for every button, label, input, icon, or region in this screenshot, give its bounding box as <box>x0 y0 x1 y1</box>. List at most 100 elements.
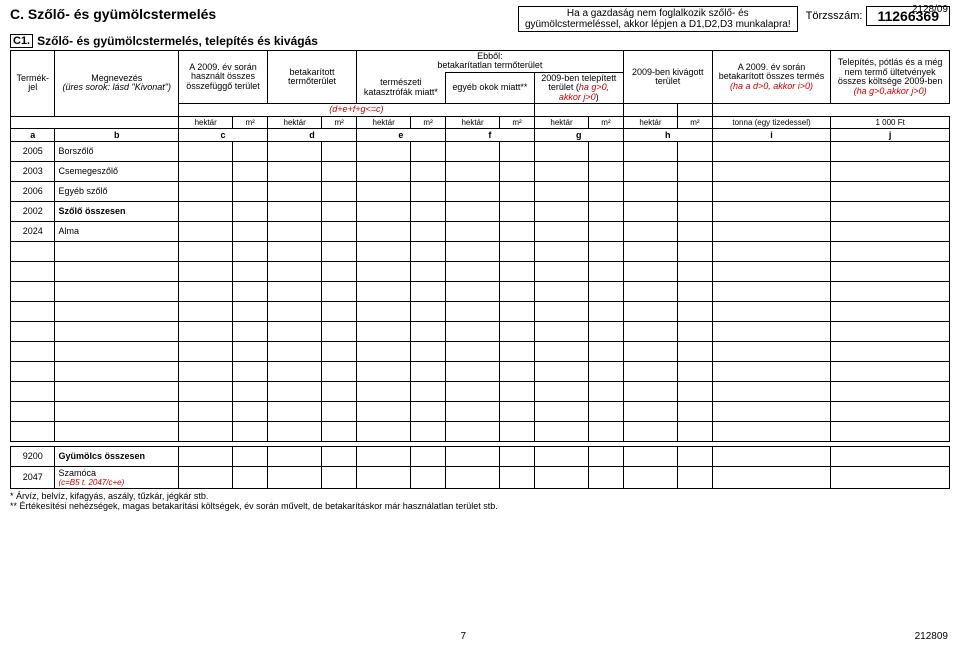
cell[interactable] <box>534 161 588 181</box>
cell[interactable] <box>233 321 268 341</box>
cell[interactable] <box>500 466 535 488</box>
cell[interactable] <box>411 401 446 421</box>
cell[interactable] <box>623 181 677 201</box>
cell[interactable] <box>356 446 410 466</box>
cell[interactable] <box>500 421 535 441</box>
cell[interactable] <box>267 301 321 321</box>
cell[interactable] <box>678 241 713 261</box>
cell[interactable] <box>11 341 55 361</box>
cell[interactable] <box>534 141 588 161</box>
cell[interactable] <box>712 261 831 281</box>
cell[interactable] <box>356 381 410 401</box>
cell[interactable] <box>267 161 321 181</box>
cell[interactable] <box>831 181 950 201</box>
cell[interactable] <box>233 201 268 221</box>
cell[interactable] <box>411 381 446 401</box>
cell[interactable] <box>589 381 624 401</box>
cell[interactable] <box>322 361 357 381</box>
cell[interactable] <box>534 341 588 361</box>
cell[interactable] <box>55 301 179 321</box>
cell[interactable] <box>445 321 499 341</box>
cell[interactable] <box>55 361 179 381</box>
cell[interactable] <box>678 421 713 441</box>
cell[interactable] <box>55 261 179 281</box>
cell[interactable] <box>356 401 410 421</box>
cell[interactable] <box>55 421 179 441</box>
cell[interactable] <box>356 281 410 301</box>
cell[interactable] <box>712 341 831 361</box>
cell[interactable] <box>233 301 268 321</box>
cell[interactable] <box>233 181 268 201</box>
cell[interactable] <box>678 381 713 401</box>
cell[interactable] <box>267 241 321 261</box>
cell[interactable] <box>589 401 624 421</box>
cell[interactable] <box>500 141 535 161</box>
cell[interactable] <box>445 446 499 466</box>
cell[interactable] <box>623 466 677 488</box>
cell[interactable] <box>712 446 831 466</box>
cell[interactable] <box>445 161 499 181</box>
cell[interactable] <box>500 161 535 181</box>
cell[interactable] <box>267 321 321 341</box>
cell[interactable] <box>179 381 233 401</box>
cell[interactable] <box>500 261 535 281</box>
cell[interactable] <box>11 301 55 321</box>
cell[interactable] <box>411 321 446 341</box>
cell[interactable] <box>623 341 677 361</box>
cell[interactable] <box>500 221 535 241</box>
cell[interactable] <box>678 321 713 341</box>
cell[interactable] <box>179 341 233 361</box>
cell[interactable] <box>589 201 624 221</box>
cell[interactable] <box>179 141 233 161</box>
cell[interactable] <box>678 181 713 201</box>
cell[interactable] <box>179 301 233 321</box>
cell[interactable] <box>411 181 446 201</box>
cell[interactable] <box>179 361 233 381</box>
cell[interactable] <box>233 241 268 261</box>
cell[interactable] <box>233 421 268 441</box>
cell[interactable] <box>534 361 588 381</box>
cell[interactable] <box>356 321 410 341</box>
cell[interactable] <box>712 466 831 488</box>
cell[interactable] <box>233 281 268 301</box>
cell[interactable] <box>623 321 677 341</box>
cell[interactable] <box>589 281 624 301</box>
cell[interactable] <box>589 321 624 341</box>
cell[interactable] <box>11 401 55 421</box>
cell[interactable] <box>623 141 677 161</box>
cell[interactable] <box>678 281 713 301</box>
cell[interactable] <box>233 261 268 281</box>
cell[interactable] <box>678 161 713 181</box>
cell[interactable] <box>534 201 588 221</box>
cell[interactable] <box>678 141 713 161</box>
cell[interactable] <box>623 381 677 401</box>
cell[interactable] <box>831 361 950 381</box>
cell[interactable] <box>534 221 588 241</box>
cell[interactable] <box>445 281 499 301</box>
cell[interactable] <box>831 446 950 466</box>
cell[interactable] <box>445 361 499 381</box>
cell[interactable] <box>831 281 950 301</box>
cell[interactable] <box>233 401 268 421</box>
cell[interactable] <box>179 181 233 201</box>
cell[interactable] <box>678 361 713 381</box>
cell[interactable] <box>831 241 950 261</box>
cell[interactable] <box>500 446 535 466</box>
cell[interactable] <box>179 281 233 301</box>
cell[interactable] <box>233 221 268 241</box>
cell[interactable] <box>678 221 713 241</box>
cell[interactable] <box>267 421 321 441</box>
cell[interactable] <box>11 381 55 401</box>
cell[interactable] <box>233 341 268 361</box>
cell[interactable] <box>831 321 950 341</box>
cell[interactable] <box>233 446 268 466</box>
cell[interactable] <box>11 361 55 381</box>
cell[interactable] <box>500 341 535 361</box>
cell[interactable] <box>678 466 713 488</box>
cell[interactable] <box>445 241 499 261</box>
cell[interactable] <box>712 281 831 301</box>
cell[interactable] <box>55 401 179 421</box>
cell[interactable] <box>322 181 357 201</box>
cell[interactable] <box>623 446 677 466</box>
cell[interactable] <box>356 161 410 181</box>
